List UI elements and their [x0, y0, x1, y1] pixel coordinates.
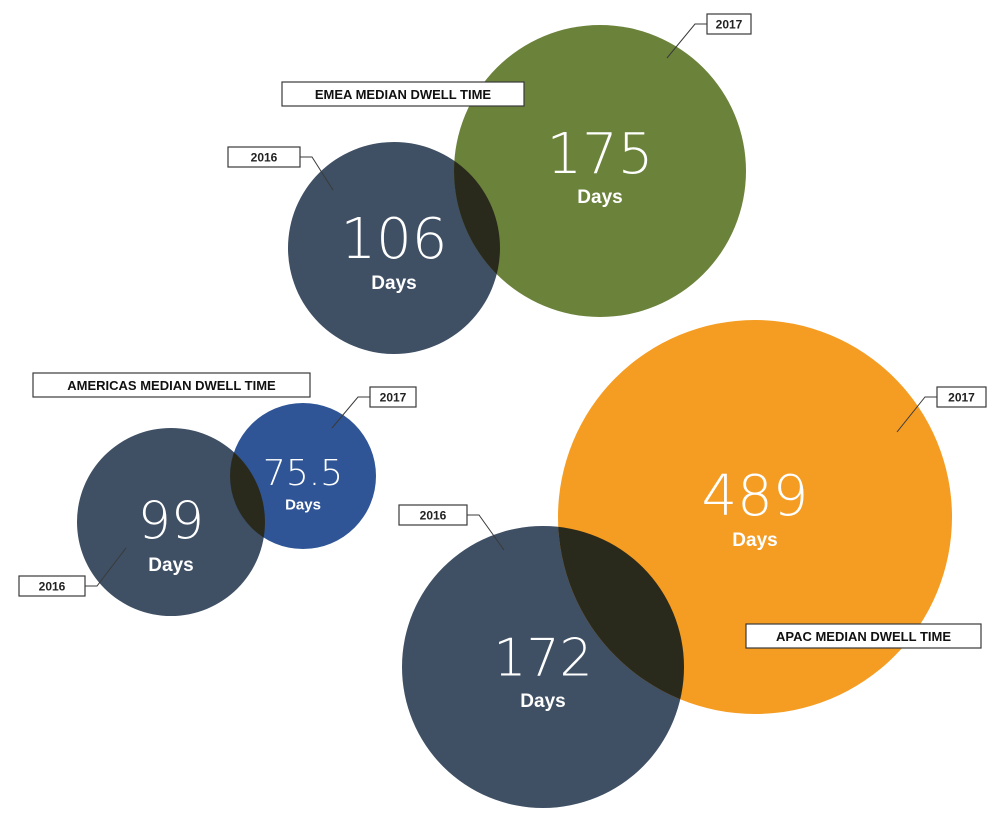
emea-title-box	[281, 81, 525, 107]
americas-2017-value-label: 75.5	[263, 453, 343, 494]
americas-2017-unit-label: Days	[285, 496, 321, 513]
apac-2017-value-label: 489	[702, 464, 809, 529]
apac-2016-year-box	[398, 504, 468, 526]
emea-2017-leader-line	[666, 23, 707, 59]
americas-2016-value-label: 99	[138, 492, 204, 552]
emea-2017-value-label: 175	[547, 122, 654, 187]
americas-2017-year-label: 2017	[380, 391, 407, 405]
americas-2016-leader-line	[85, 547, 127, 587]
apac-2017-unit-label: Days	[732, 530, 777, 551]
emea-2017-bubble	[454, 25, 746, 317]
americas-2017-bubble	[230, 403, 376, 549]
americas-2016-bubble	[77, 428, 265, 616]
emea-2017-year-label: 2017	[716, 18, 743, 32]
americas-2017-leader-line	[331, 396, 370, 429]
emea-2016-bubble	[288, 142, 500, 354]
apac-2016-year-label: 2016	[420, 509, 447, 523]
emea-2017-year-box	[706, 13, 752, 35]
americas-2017-year-box	[369, 386, 417, 408]
apac-2017-year-box	[936, 386, 987, 408]
americas-region: 99 Days 75.5 Days 2016 2017 AMERICAS MEDIAN DW…	[18, 372, 417, 616]
americas-2016-year-box	[18, 575, 86, 597]
apac-title: APAC MEDIAN DWELL TIME	[776, 629, 951, 644]
emea-2016-value-label: 106	[341, 207, 448, 272]
apac-2016-value-label: 172	[493, 629, 592, 689]
emea-2016-year-box	[227, 146, 301, 168]
apac-overlap-shape	[558, 526, 684, 714]
emea-2016-year-label: 2016	[251, 151, 278, 165]
americas-title: AMERICAS MEDIAN DWELL TIME	[67, 378, 276, 393]
apac-2016-unit-label: Days	[520, 691, 565, 712]
americas-2016-year-label: 2016	[39, 580, 66, 594]
apac-2016-leader-line	[467, 514, 505, 551]
apac-2017-leader-line	[896, 396, 937, 433]
americas-2016-unit-label: Days	[148, 555, 193, 576]
apac-2017-year-label: 2017	[948, 391, 975, 405]
apac-title-box	[745, 623, 982, 649]
emea-2017-unit-label: Days	[577, 187, 622, 208]
emea-2016-unit-label: Days	[371, 273, 416, 294]
americas-title-box	[32, 372, 311, 398]
emea-title: EMEA MEDIAN DWELL TIME	[315, 87, 492, 102]
emea-2016-leader-line	[300, 156, 334, 191]
